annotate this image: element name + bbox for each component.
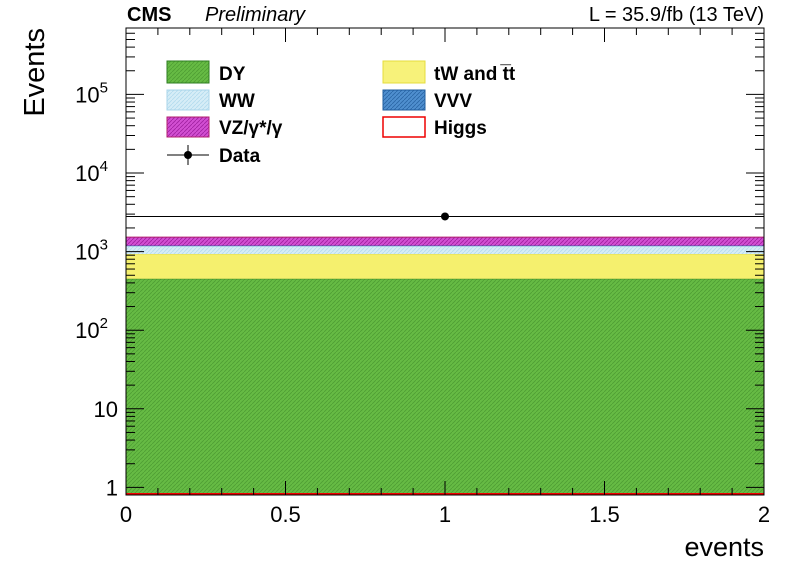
data-point-0	[441, 212, 449, 221]
x-tick-label: 1.5	[589, 502, 620, 527]
x-tick-label: 1	[439, 502, 451, 527]
legend-data-marker	[184, 151, 192, 159]
x-tick-label: 0.5	[270, 502, 301, 527]
legend-swatch-higgs	[382, 116, 426, 138]
experiment-label: CMS	[127, 4, 171, 26]
status-label: Preliminary	[205, 4, 306, 26]
legend-label-vz: VZ/γ*/γ	[219, 118, 283, 139]
legend-label-data: Data	[219, 146, 261, 167]
y-tick-label: 103	[75, 237, 108, 265]
y-tick-label: 1	[106, 475, 118, 500]
stack-bar-2	[126, 245, 764, 255]
legend-swatch-vvv	[382, 89, 426, 111]
legend-label-tt: tW and t̅t	[434, 64, 516, 85]
legend-label-ww: WW	[219, 91, 255, 112]
y-tick-label: 105	[75, 79, 108, 107]
lumi-label: L = 35.9/fb (13 TeV)	[589, 4, 764, 26]
stack-bar-4	[126, 237, 764, 246]
stack-bar-0	[126, 278, 764, 495]
data-points	[126, 212, 764, 221]
y-tick-label: 104	[75, 158, 108, 186]
x-tick-label: 0	[120, 502, 132, 527]
stack-bars	[126, 236, 764, 495]
legend: DY WW VZ/γ*/γ Data tW and t̅t VVV Higgs	[166, 60, 516, 167]
x-tick-label: 2	[758, 502, 770, 527]
x-axis-title: events	[684, 532, 764, 562]
y-tick-label: 10	[94, 397, 118, 422]
axes: 0 0.5 1 1.5 2 1 10 102 103 104 105	[75, 27, 770, 527]
legend-swatch-dy	[166, 60, 210, 84]
legend-swatch-tt	[382, 60, 426, 84]
y-tick-label: 102	[75, 315, 108, 343]
stack-bar-1	[126, 254, 764, 279]
legend-label-dy: DY	[219, 64, 246, 85]
legend-label-vvv: VVV	[434, 91, 472, 112]
legend-swatch-vz	[166, 116, 210, 138]
legend-swatch-ww	[166, 89, 210, 111]
legend-label-higgs: Higgs	[434, 118, 487, 139]
y-axis-title: Events	[19, 28, 51, 117]
